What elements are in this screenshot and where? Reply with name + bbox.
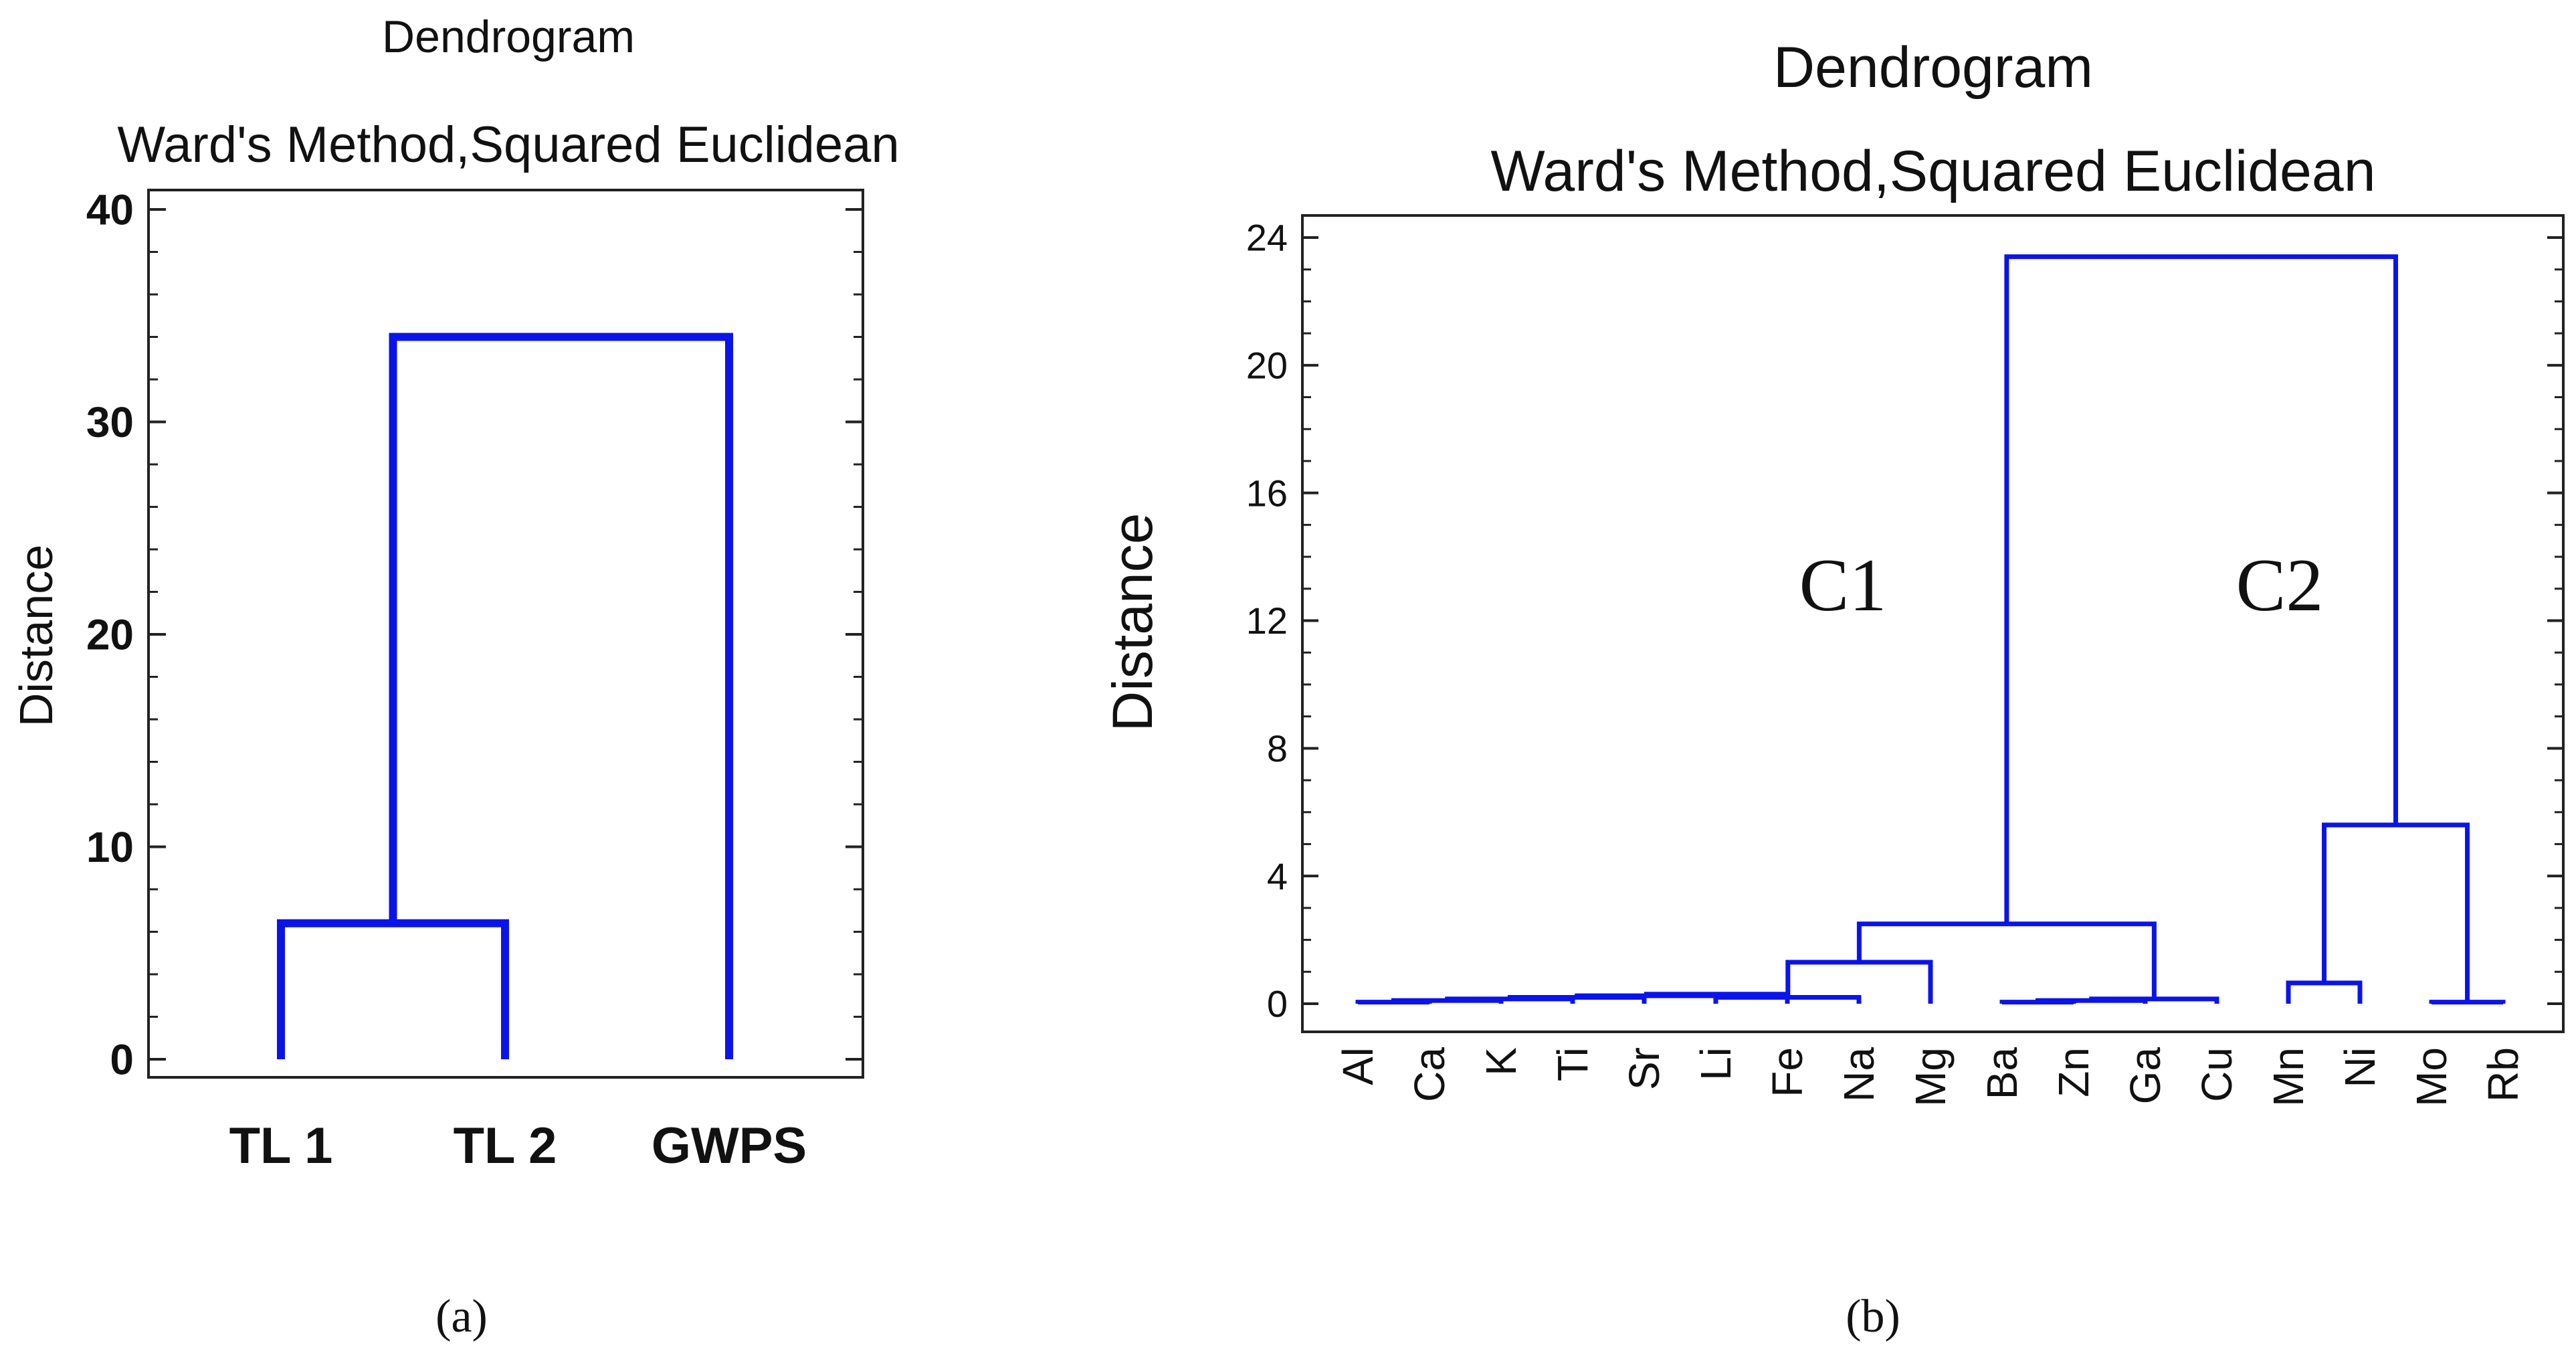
panel-a-title: Dendrogram	[382, 11, 635, 62]
panel-b-subtitle: Ward's Method,Squared Euclidean	[1490, 139, 2375, 203]
dendrogram-link	[277, 919, 509, 1059]
y-tick-label: 4	[1267, 855, 1288, 897]
leaf-label: Mg	[1906, 1047, 1955, 1107]
leaf-label: Mn	[2264, 1047, 2312, 1107]
leaf-label: Ti	[1549, 1047, 1597, 1081]
panel-b-leaf-labels: Al Ca K Ti Sr Li Fe Na Mg Ba Zn Ga Cu Mn Ni Mo Rb	[1334, 1047, 2527, 1107]
leaf-label: Ba	[1978, 1047, 2026, 1100]
leaf-label: Na	[1835, 1047, 1883, 1102]
panel-b: Dendrogram Ward's Method,Squared Euclide…	[1101, 35, 2565, 1342]
dendrogram-link	[2429, 1000, 2506, 1005]
leaf-label: Sr	[1620, 1047, 1668, 1090]
leaf-label: Ca	[1405, 1047, 1454, 1102]
panel-b-plot-frame	[1301, 214, 2565, 1033]
y-tick-label: 8	[1267, 727, 1288, 770]
y-tick-label: 16	[1246, 472, 1288, 514]
panel-a-subtitle: Ward's Method,Squared Euclidean	[117, 116, 899, 173]
y-tick-label: 10	[86, 823, 134, 871]
panel-a-leaf-label-tl2: TL 2	[454, 1117, 557, 1174]
panel-b-cluster-label-c1: C1	[1799, 544, 1887, 627]
panel-a-leaf-label-gwps: GWPS	[652, 1117, 807, 1174]
leaf-label: Zn	[2050, 1047, 2098, 1097]
panel-a-ylabel: Distance	[10, 545, 62, 727]
leaf-label: Ga	[2121, 1047, 2169, 1105]
panel-b-y-axis: 0 4 8 12 16 20 24	[1246, 217, 2563, 1025]
panel-a-dendrogram-links	[277, 333, 733, 1059]
y-tick-label: 0	[110, 1035, 134, 1083]
leaf-label: Ni	[2336, 1047, 2384, 1087]
y-tick-label: 20	[86, 610, 134, 658]
panel-a-y-axis: 0 10 20 30 40	[86, 185, 863, 1083]
y-tick-label: 12	[1246, 600, 1288, 642]
panel-b-title: Dendrogram	[1773, 35, 2093, 100]
panel-a-leaf-label-tl1: TL 1	[229, 1117, 333, 1174]
y-tick-label: 30	[86, 398, 134, 446]
panel-b-cluster-label-c2: C2	[2236, 544, 2324, 627]
leaf-label: Mo	[2407, 1047, 2456, 1107]
panel-b-ylabel: Distance	[1101, 513, 1164, 732]
leaf-label: Rb	[2479, 1047, 2527, 1102]
dendrogram-link	[2286, 980, 2363, 1004]
dendrogram-link	[2004, 254, 2398, 924]
dendrogram-link	[389, 333, 733, 1059]
leaf-label: Cu	[2193, 1047, 2241, 1102]
panel-b-label: (b)	[1846, 1291, 1900, 1342]
panel-b-dendrogram-links	[1355, 254, 2506, 1005]
leaf-label: Al	[1334, 1047, 1382, 1085]
leaf-label: Li	[1692, 1047, 1740, 1081]
y-tick-label: 0	[1267, 983, 1288, 1025]
leaf-label: Fe	[1763, 1047, 1811, 1097]
y-tick-label: 20	[1246, 344, 1288, 386]
panel-a-label: (a)	[435, 1291, 488, 1342]
y-tick-label: 24	[1246, 217, 1288, 259]
y-tick-label: 40	[86, 185, 134, 234]
panel-a: Dendrogram Ward's Method,Squared Euclide…	[10, 11, 900, 1342]
leaf-label: K	[1477, 1047, 1525, 1076]
dendrogram-link	[2322, 822, 2470, 1002]
